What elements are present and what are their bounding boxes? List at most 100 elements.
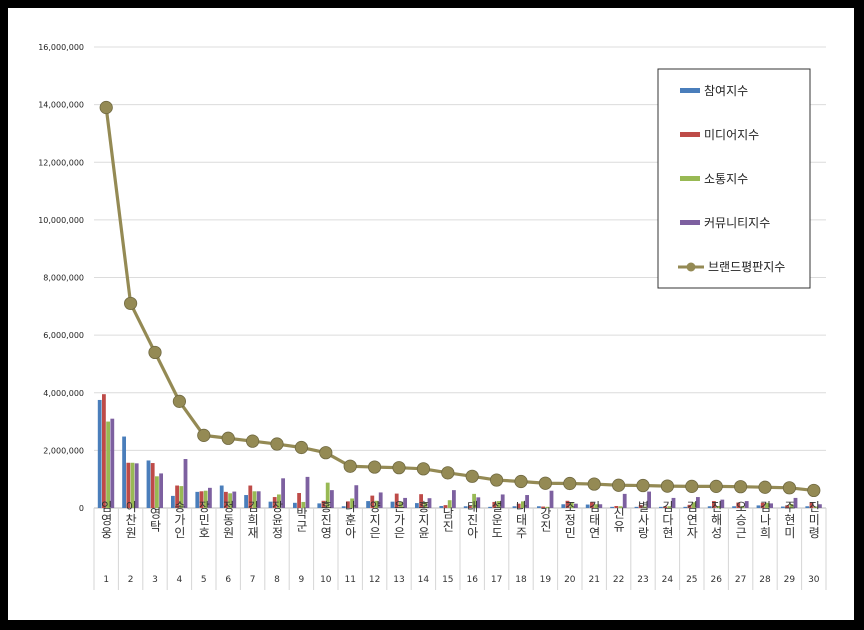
x-tick-label: 남진 [441,507,455,533]
line-point [782,481,797,495]
bar-4 [281,478,285,508]
bar-2 [346,501,350,508]
bar-1 [488,506,492,508]
bar-3 [203,490,208,508]
x-tick-label: 홍지윤 [416,500,430,539]
bar-3 [545,506,550,508]
bar-2 [175,485,179,508]
x-tick-label: 나훈아 [343,500,357,539]
line-point [343,459,357,473]
bar-2 [419,494,423,508]
line-point [319,446,333,460]
x-index-label: 13 [393,575,404,585]
bar-1 [244,495,248,508]
x-index-label: 14 [418,575,430,585]
bar-4 [159,473,163,508]
x-tick-label: 은가은 [392,501,406,540]
y-tick-label: 12,000,000 [38,158,84,167]
line-point [148,345,162,360]
x-tick-label: 임영웅 [99,500,113,539]
x-index-label: 30 [808,575,820,585]
bar-4 [183,459,188,508]
bar-3 [569,502,574,508]
x-index-label: 6 [225,575,231,585]
bar-2 [468,505,472,508]
x-index-label: 28 [759,575,771,585]
bar-2 [443,505,448,508]
bar-4 [769,503,773,508]
x-tick-label: 김태연 [587,500,601,539]
x-tick-label: 김다현 [660,500,674,539]
bar-1 [268,501,273,508]
x-index-label: 16 [466,575,478,585]
legend-label: 참여지수 [704,84,748,98]
bar-2 [370,495,375,508]
bar-4 [403,497,407,508]
bar-1 [683,506,688,508]
brand-reputation-chart: 0 2,000,000 4,000,000 6,000,000 8,000,000 10,… [38,43,827,590]
bar-3 [179,486,184,508]
bar-1 [146,460,151,508]
line-point [660,479,675,493]
x-tick-label: 이찬원 [124,500,138,539]
bar-2 [785,505,789,508]
bar-1 [341,506,346,508]
bar-3 [130,462,135,508]
x-tick-label: 장윤정 [270,500,284,539]
bar-3 [594,504,598,508]
bar-1 [317,503,322,508]
bar-4 [818,504,822,508]
x-index-label: 27 [735,575,746,585]
x-index-label: 12 [369,575,380,585]
y-tick-label: 10,000,000 [38,216,84,225]
line-point [221,431,235,445]
bar-3 [374,500,379,508]
bar-4 [622,493,627,508]
bar-1 [610,506,614,508]
bar-1 [707,506,712,508]
line-point [99,100,113,115]
legend-swatch [680,176,700,181]
line-point [124,296,138,311]
bar-3 [252,491,257,508]
x-index-label: 29 [784,575,796,585]
bar-1 [659,506,663,508]
bar-4 [208,487,212,508]
line-point [367,460,382,474]
bar-1 [97,399,102,508]
bar-2 [272,497,277,508]
line-point [416,462,430,476]
x-tick-label: 진해성 [709,500,723,539]
bar-2 [126,462,131,508]
bar-4 [720,499,725,508]
x-tick-label: 설운도 [490,500,504,539]
x-tick-label: 신유 [612,507,626,533]
x-index-label: 25 [686,575,697,585]
bar-4 [598,504,603,508]
line-point [611,478,626,492]
x-tick-label: 홍진영 [319,500,333,539]
line-point [489,473,504,487]
legend-label: 커뮤니티지수 [704,216,770,230]
bar-3 [155,476,159,508]
bar-4 [232,491,237,508]
bar-1 [195,491,200,508]
bar-1 [171,495,175,508]
y-tick-label: 14,000,000 [38,101,84,110]
gridlines [94,46,826,509]
bar-3 [399,501,403,508]
x-tick-label: 장민호 [197,500,211,539]
bar-4 [378,492,383,508]
line-point [172,394,186,408]
bar-3 [496,501,501,508]
line-point [563,476,577,491]
line-point [685,479,699,493]
line-point [514,474,528,489]
x-tick-label: 태진아 [465,500,479,539]
bar-1 [634,506,639,508]
line-point [807,483,821,498]
bar-2 [224,491,228,508]
bar-2 [614,505,619,508]
x-index-label: 2 [128,575,134,585]
